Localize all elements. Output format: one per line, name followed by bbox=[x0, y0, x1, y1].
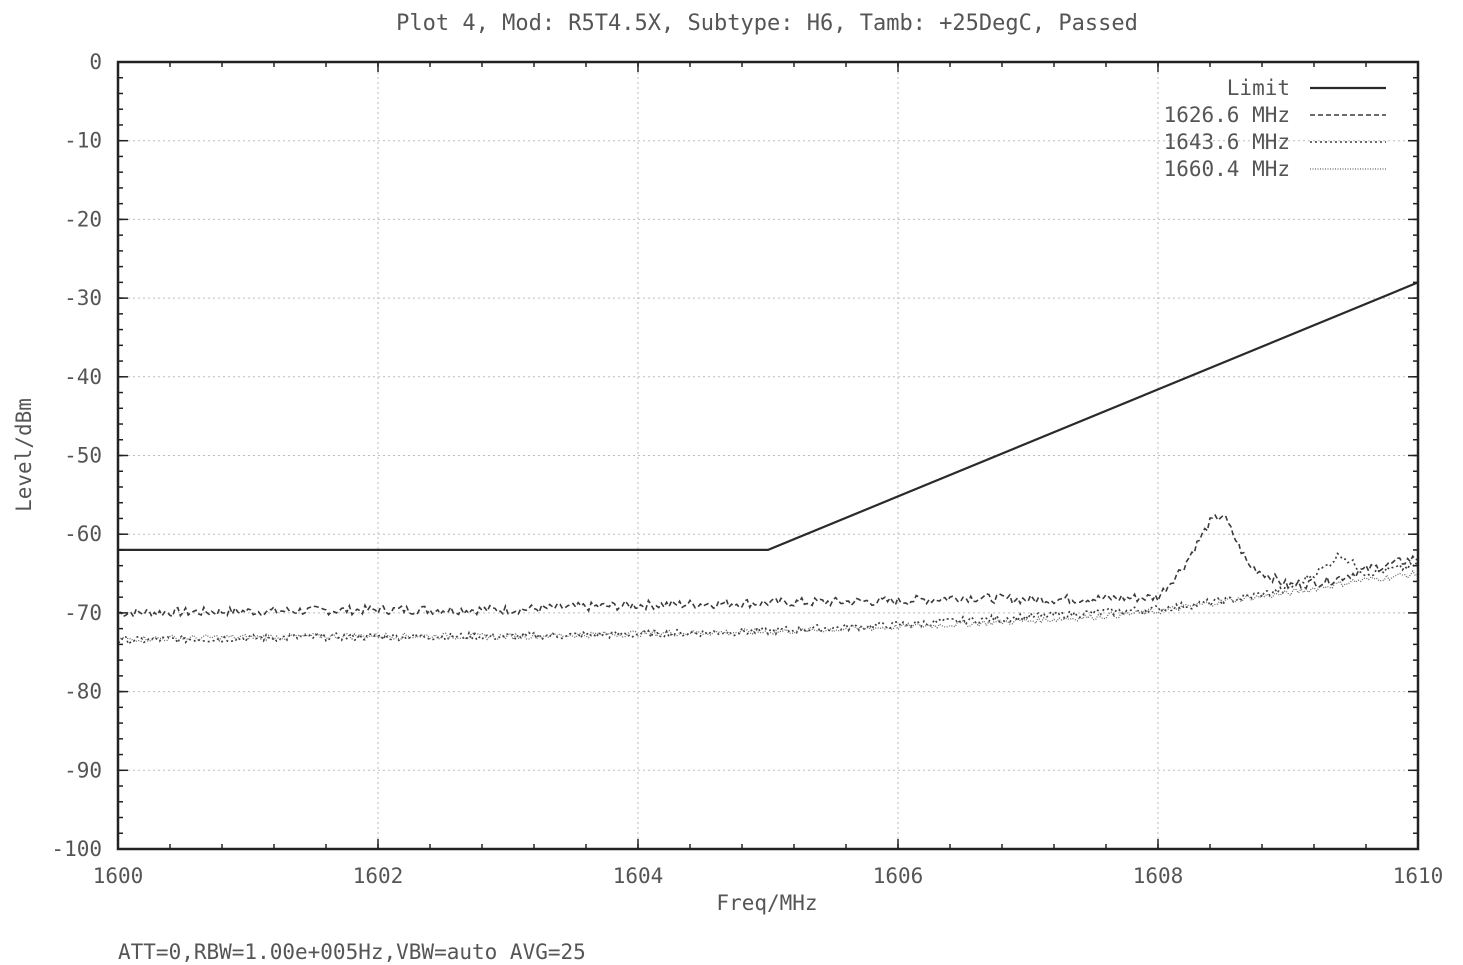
x-tick-label: 1610 bbox=[1393, 864, 1444, 888]
legend-label: 1643.6 MHz bbox=[1164, 130, 1290, 154]
y-tick-label: 0 bbox=[89, 50, 102, 74]
x-tick-label: 1608 bbox=[1133, 864, 1184, 888]
legend: Limit 1626.6 MHz 1643.6 MHz 1660.4 MHz bbox=[1164, 76, 1386, 181]
y-tick-label: -70 bbox=[64, 601, 102, 625]
y-axis-label: Level/dBm bbox=[12, 398, 36, 512]
x-tick-label: 1606 bbox=[873, 864, 924, 888]
y-tick-label: -40 bbox=[64, 365, 102, 389]
chart-title: Plot 4, Mod: R5T4.5X, Subtype: H6, Tamb:… bbox=[396, 11, 1138, 36]
y-tick-label: -100 bbox=[51, 837, 102, 861]
y-tick-label: -90 bbox=[64, 758, 102, 782]
x-tick-label: 1600 bbox=[93, 864, 144, 888]
y-tick-label: -60 bbox=[64, 522, 102, 546]
series-line-2 bbox=[117, 513, 1419, 619]
legend-label: 1660.4 MHz bbox=[1164, 157, 1290, 181]
y-tick-label: -20 bbox=[64, 207, 102, 231]
series-line-1 bbox=[118, 281, 1419, 551]
y-tick-label: -10 bbox=[64, 129, 102, 153]
data-series bbox=[117, 281, 1419, 646]
grid-lines bbox=[118, 62, 1418, 849]
legend-label: 1626.6 MHz bbox=[1164, 103, 1290, 127]
y-tick-label: -80 bbox=[64, 680, 102, 704]
x-tick-label: 1602 bbox=[353, 864, 404, 888]
y-tick-label: -30 bbox=[64, 286, 102, 310]
measurement-footnote: ATT=0,RBW=1.00e+005Hz,VBW=auto AVG=25 bbox=[118, 940, 586, 964]
axis-ticks: 1600 1602 1604 1606 1608 1610 0 -10 -20 -30 -40 -50… bbox=[51, 50, 1443, 888]
series-line-3 bbox=[117, 552, 1419, 646]
legend-label: Limit bbox=[1227, 76, 1290, 100]
y-tick-label: -50 bbox=[64, 444, 102, 468]
x-axis-label: Freq/MHz bbox=[716, 891, 817, 915]
x-tick-label: 1604 bbox=[613, 864, 664, 888]
